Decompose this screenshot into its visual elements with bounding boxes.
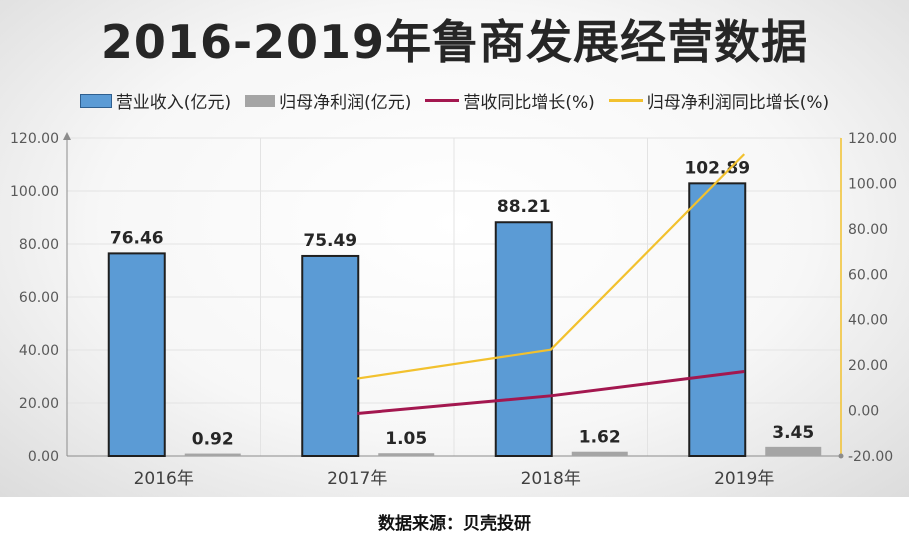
data-label-revenue: 102.89 xyxy=(684,158,750,178)
right-axis-tick-label: 80.00 xyxy=(848,222,888,238)
bar-revenue xyxy=(688,182,747,458)
left-axis-tick-label: 60.00 xyxy=(19,290,59,306)
legend-label-revenue: 营业收入(亿元) xyxy=(115,93,232,113)
chart-title: 2016-2019年鲁商发展经营数据 xyxy=(100,15,809,69)
legend-swatch-profit-growth xyxy=(608,99,643,102)
left-axis-tick-label: 0.00 xyxy=(28,449,59,465)
data-label-revenue: 76.46 xyxy=(110,228,164,248)
legend-swatch-revenue-growth xyxy=(425,99,460,102)
chart-plot: 0.00 20.00 40.00 60.00 80.00 100.00 120.00 -20.… xyxy=(10,131,897,489)
line-profit-growth xyxy=(357,153,746,380)
x-axis-end-dot xyxy=(838,453,844,459)
data-label-net-profit: 1.05 xyxy=(385,429,427,449)
bar-net-profit xyxy=(765,446,822,456)
legend-label-profit-growth: 归母净利润同比增长(%) xyxy=(646,93,830,113)
bar-revenue xyxy=(301,254,360,457)
data-label-revenue: 75.49 xyxy=(303,231,357,251)
bar-net-profit xyxy=(378,453,435,456)
right-axis-tick-label: 40.00 xyxy=(848,313,888,329)
bar-revenue xyxy=(107,252,166,457)
bar-revenue xyxy=(494,221,553,457)
data-label-revenue: 88.21 xyxy=(497,197,551,217)
legend-item-revenue: 营业收入(亿元) xyxy=(79,88,232,113)
right-axis-tick-label: 100.00 xyxy=(848,176,897,192)
left-axis-tick-label: 100.00 xyxy=(10,184,59,200)
data-label-net-profit: 3.45 xyxy=(772,423,814,443)
right-axis-tick-label: 60.00 xyxy=(848,267,888,283)
source-note: 数据来源：贝壳投研 xyxy=(378,514,531,534)
left-axis-tick-label: 20.00 xyxy=(19,396,59,412)
bar-net-profit xyxy=(184,453,241,456)
chart-legend: 营业收入(亿元) 归母净利润(亿元) 营收同比增长(%) 归母净利润同比增长(%… xyxy=(0,88,909,113)
x-axis-tick-label: 2018年 xyxy=(521,469,581,489)
x-axis-tick-label: 2016年 xyxy=(134,469,194,489)
legend-item-net-profit: 归母净利润(亿元) xyxy=(245,88,411,113)
x-axis-tick-label: 2019年 xyxy=(714,469,774,489)
legend-label-net-profit: 归母净利润(亿元) xyxy=(279,93,412,113)
legend-swatch-net-profit xyxy=(245,94,276,107)
left-axis-tick-label: 120.00 xyxy=(10,131,59,147)
x-axis-tick-label: 2017年 xyxy=(327,469,387,489)
bar-net-profit xyxy=(571,451,628,456)
left-axis-tick-label: 40.00 xyxy=(19,343,59,359)
left-axis-tick-label: 80.00 xyxy=(19,237,59,253)
right-axis-tick-label: 20.00 xyxy=(848,358,888,374)
right-axis-tick-label: 0.00 xyxy=(848,404,879,420)
left-axis-arrow xyxy=(63,132,71,140)
legend-swatch-revenue xyxy=(79,93,112,108)
legend-item-revenue-growth: 营收同比增长(%) xyxy=(425,88,595,113)
data-label-net-profit: 0.92 xyxy=(192,430,234,450)
data-label-net-profit: 1.62 xyxy=(579,428,621,448)
line-revenue-growth xyxy=(357,370,745,415)
right-axis-tick-label: -20.00 xyxy=(848,449,893,465)
legend-item-profit-growth: 归母净利润同比增长(%) xyxy=(608,88,830,113)
right-axis-tick-label: 120.00 xyxy=(848,131,897,147)
legend-label-revenue-growth: 营收同比增长(%) xyxy=(463,93,595,113)
